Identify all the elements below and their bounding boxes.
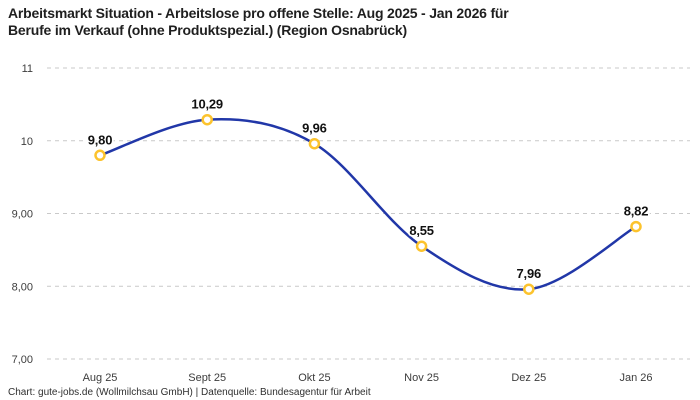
data-point-label: 7,96 <box>517 266 542 281</box>
data-point-label: 8,82 <box>624 204 649 219</box>
y-tick-label: 7,00 <box>12 354 33 366</box>
data-point-label: 10,29 <box>191 97 223 112</box>
y-tick-label: 10 <box>21 136 33 148</box>
chart-title-line1: Arbeitsmarkt Situation - Arbeitslose pro… <box>8 5 509 21</box>
data-point-marker <box>523 283 535 295</box>
x-tick-label: Nov 25 <box>404 372 439 384</box>
data-point-marker <box>308 137 321 150</box>
x-tick-label: Dez 25 <box>511 372 546 384</box>
y-tick-label: 8,00 <box>12 281 33 293</box>
chart-footer: Chart: gute-jobs.de (Wollmilchsau GmbH) … <box>8 387 371 398</box>
x-tick-label: Aug 25 <box>83 372 118 384</box>
x-tick-label: Sept 25 <box>188 372 226 384</box>
series-line <box>98 118 638 291</box>
data-point-marker <box>201 113 213 126</box>
x-tick-label: Jan 26 <box>619 372 652 384</box>
data-point-marker <box>415 240 428 252</box>
y-tick-label: 11 <box>22 63 33 75</box>
data-point-marker <box>630 220 642 233</box>
y-tick-label: 9,00 <box>12 209 33 221</box>
chart-title-line2: Berufe im Verkauf (ohne Produktspezial.)… <box>8 22 407 38</box>
x-tick-label: Okt 25 <box>298 372 330 384</box>
data-point-label: 9,96 <box>302 121 327 136</box>
data-point-label: 9,80 <box>88 132 113 147</box>
data-point-label: 8,55 <box>409 223 434 238</box>
chart-title: Arbeitsmarkt Situation - Arbeitslose pro… <box>8 5 638 39</box>
data-point-marker <box>94 149 106 162</box>
